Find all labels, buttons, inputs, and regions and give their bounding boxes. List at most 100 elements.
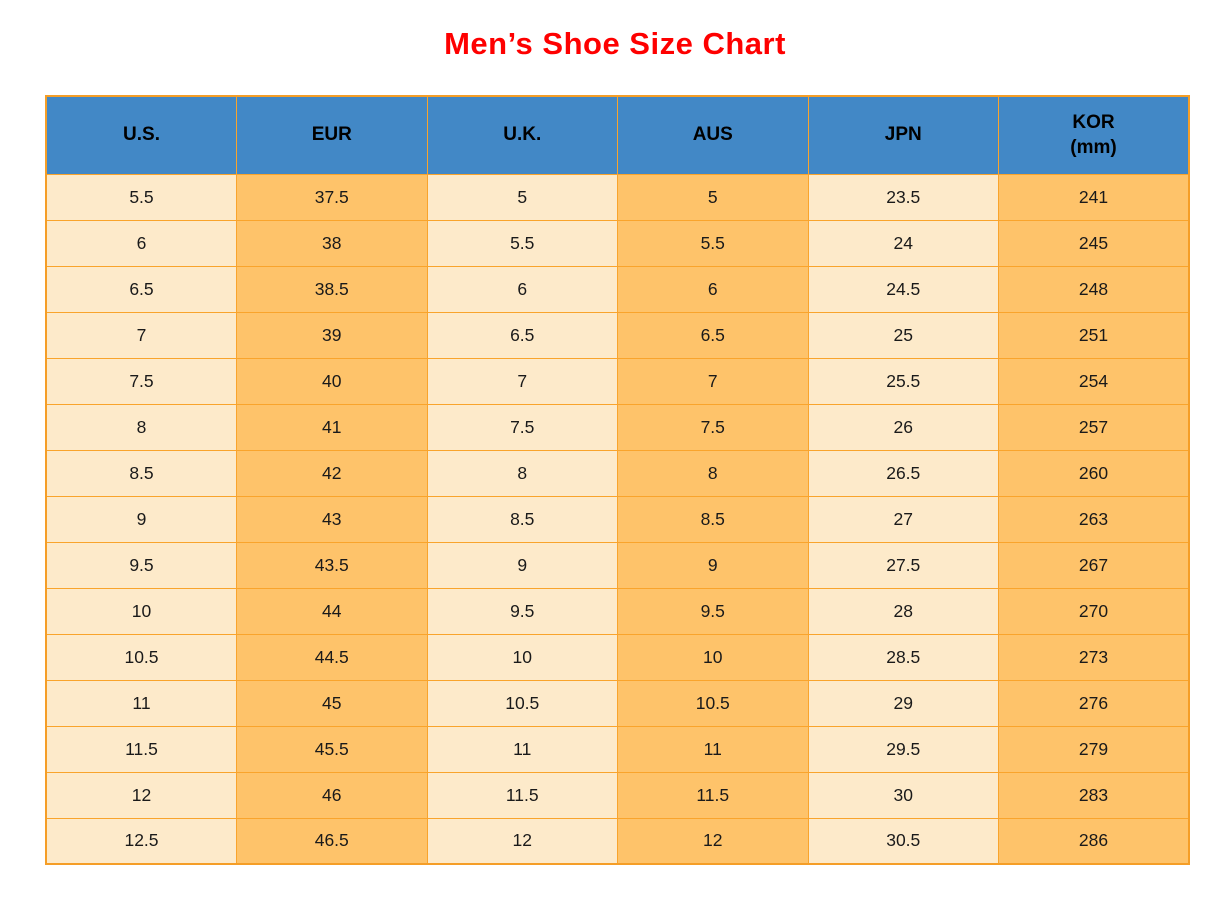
table-cell: 5 xyxy=(426,173,618,221)
table-cell: 6.5 xyxy=(617,311,809,359)
column-header-eur: EUR xyxy=(236,95,428,175)
table-cell: 11.5 xyxy=(617,771,809,819)
table-cell: 25.5 xyxy=(807,357,999,405)
table-cell: 7 xyxy=(617,357,809,405)
table-cell: 9 xyxy=(426,541,618,589)
table-cell: 245 xyxy=(998,219,1190,267)
table-cell: 11.5 xyxy=(426,771,618,819)
table-row: 7 39 6.5 6.5 25 251 xyxy=(45,311,1190,359)
table-cell: 6 xyxy=(426,265,618,313)
table-cell: 10 xyxy=(45,587,237,635)
table-cell: 7.5 xyxy=(426,403,618,451)
table-row: 9.5 43.5 9 9 27.5 267 xyxy=(45,541,1190,589)
table-cell: 12 xyxy=(45,771,237,819)
table-cell: 11.5 xyxy=(45,725,237,773)
table-cell: 5.5 xyxy=(45,173,237,221)
table-cell: 7.5 xyxy=(45,357,237,405)
column-header-us: U.S. xyxy=(45,95,237,175)
table-cell: 26.5 xyxy=(807,449,999,497)
table-header: U.S. EUR U.K. AUS JPN xyxy=(45,95,1190,175)
table-cell: 12 xyxy=(617,817,809,865)
page-title: Men’s Shoe Size Chart xyxy=(444,26,786,61)
table-cell: 8 xyxy=(45,403,237,451)
table-cell: 6 xyxy=(617,265,809,313)
column-header-uk: U.K. xyxy=(426,95,618,175)
column-header-us-label: U.S. xyxy=(123,124,160,146)
table-cell: 267 xyxy=(998,541,1190,589)
table-cell: 263 xyxy=(998,495,1190,543)
table-cell: 42 xyxy=(236,449,428,497)
table-cell: 30 xyxy=(807,771,999,819)
table-row: 6 38 5.5 5.5 24 245 xyxy=(45,219,1190,267)
table-cell: 24 xyxy=(807,219,999,267)
table-cell: 43 xyxy=(236,495,428,543)
table-cell: 11 xyxy=(426,725,618,773)
table-cell: 251 xyxy=(998,311,1190,359)
table-cell: 10 xyxy=(426,633,618,681)
table-cell: 25 xyxy=(807,311,999,359)
column-header-jpn: JPN xyxy=(807,95,999,175)
table-row: 8 41 7.5 7.5 26 257 xyxy=(45,403,1190,451)
table-cell: 27.5 xyxy=(807,541,999,589)
table-cell: 9 xyxy=(45,495,237,543)
table-cell: 12 xyxy=(426,817,618,865)
table-cell: 286 xyxy=(998,817,1190,865)
table-cell: 279 xyxy=(998,725,1190,773)
table-row: 11 45 10.5 10.5 29 276 xyxy=(45,679,1190,727)
table-cell: 241 xyxy=(998,173,1190,221)
table-cell: 9 xyxy=(617,541,809,589)
table-cell: 6 xyxy=(45,219,237,267)
column-header-kor-sublabel: (mm) xyxy=(1070,137,1117,159)
table-cell: 248 xyxy=(998,265,1190,313)
table-row: 11.5 45.5 11 11 29.5 279 xyxy=(45,725,1190,773)
table-cell: 10 xyxy=(617,633,809,681)
table-cell: 260 xyxy=(998,449,1190,497)
table-cell: 8 xyxy=(426,449,618,497)
table-cell: 38.5 xyxy=(236,265,428,313)
table-row: 6.5 38.5 6 6 24.5 248 xyxy=(45,265,1190,313)
table-cell: 7 xyxy=(426,357,618,405)
table-cell: 9.5 xyxy=(45,541,237,589)
table-cell: 30.5 xyxy=(807,817,999,865)
table-cell: 39 xyxy=(236,311,428,359)
table-cell: 257 xyxy=(998,403,1190,451)
table-cell: 276 xyxy=(998,679,1190,727)
table-cell: 27 xyxy=(807,495,999,543)
column-header-kor-label: KOR xyxy=(1072,111,1115,133)
column-header-kor: KOR (mm) xyxy=(998,95,1190,175)
column-header-aus: AUS xyxy=(617,95,809,175)
table-cell: 8.5 xyxy=(617,495,809,543)
table-row: 8.5 42 8 8 26.5 260 xyxy=(45,449,1190,497)
table-cell: 37.5 xyxy=(236,173,428,221)
table-cell: 11 xyxy=(45,679,237,727)
table-cell: 8.5 xyxy=(45,449,237,497)
table-body: 5.5 37.5 5 5 23.5 241 6 38 5.5 5.5 24 245 6.5 38.5 6 6 2… xyxy=(45,173,1190,865)
table-row: 5.5 37.5 5 5 23.5 241 xyxy=(45,173,1190,221)
table-cell: 6.5 xyxy=(426,311,618,359)
table-row: 9 43 8.5 8.5 27 263 xyxy=(45,495,1190,543)
table-cell: 10.5 xyxy=(617,679,809,727)
table-cell: 29.5 xyxy=(807,725,999,773)
table-cell: 41 xyxy=(236,403,428,451)
table-cell: 270 xyxy=(998,587,1190,635)
table-cell: 29 xyxy=(807,679,999,727)
table-cell: 10.5 xyxy=(45,633,237,681)
table-cell: 283 xyxy=(998,771,1190,819)
table-cell: 38 xyxy=(236,219,428,267)
table-cell: 9.5 xyxy=(426,587,618,635)
table-cell: 23.5 xyxy=(807,173,999,221)
header-row: U.S. EUR U.K. AUS JPN xyxy=(45,95,1190,175)
table-cell: 5.5 xyxy=(426,219,618,267)
table-cell: 45.5 xyxy=(236,725,428,773)
shoe-size-table: U.S. EUR U.K. AUS JPN xyxy=(45,95,1190,865)
column-header-uk-label: U.K. xyxy=(503,124,542,146)
table-cell: 28.5 xyxy=(807,633,999,681)
table-row: 7.5 40 7 7 25.5 254 xyxy=(45,357,1190,405)
column-header-aus-label: AUS xyxy=(692,124,733,146)
table-row: 10 44 9.5 9.5 28 270 xyxy=(45,587,1190,635)
table-cell: 40 xyxy=(236,357,428,405)
table-row: 12.5 46.5 12 12 30.5 286 xyxy=(45,817,1190,865)
table-cell: 5 xyxy=(617,173,809,221)
table-cell: 44.5 xyxy=(236,633,428,681)
